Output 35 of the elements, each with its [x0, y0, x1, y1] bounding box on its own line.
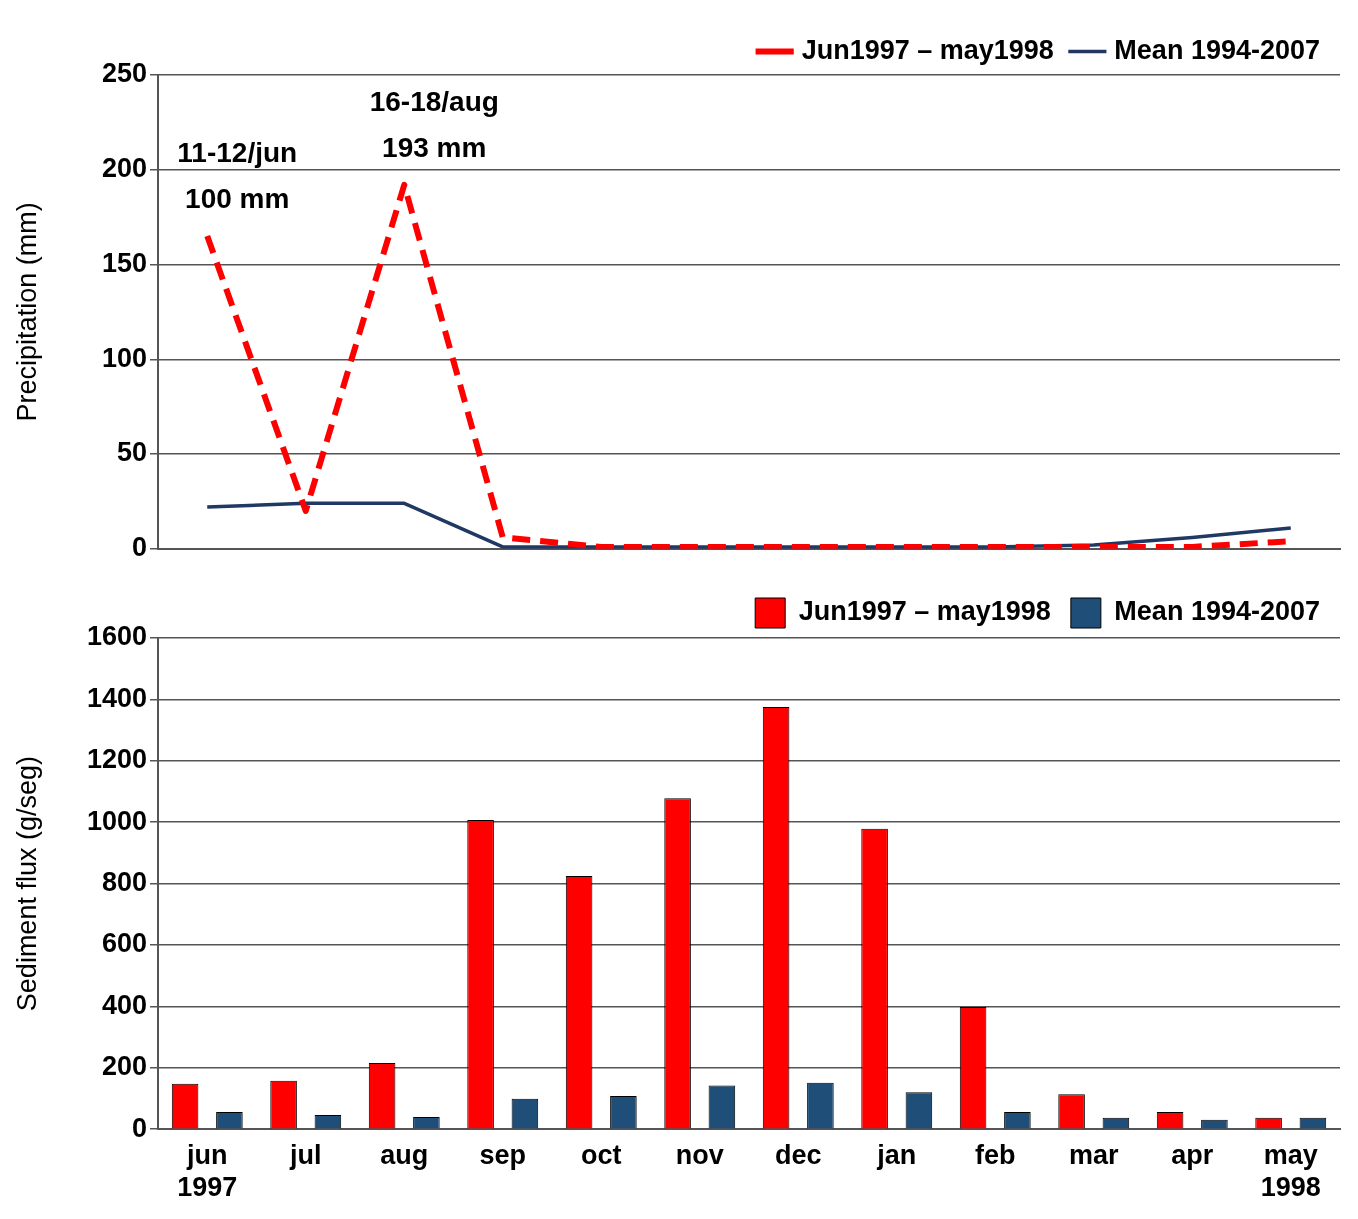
y-tick-label: 400	[101, 989, 147, 1020]
legend-label: Mean 1994-2007	[1114, 596, 1320, 627]
x-tick-label: oct	[581, 1139, 622, 1170]
x-tick-label: jul	[289, 1139, 322, 1170]
y-tick-label: 1200	[86, 744, 147, 775]
annotation: 16-18/aug 193 mm	[369, 85, 499, 163]
y-tick-label: 0	[131, 1112, 147, 1143]
x-tick-label: dec	[774, 1139, 822, 1170]
x-tick-label: jun 1997	[177, 1139, 238, 1203]
y-tick-label: 1000	[86, 805, 147, 836]
y-tick-label: 250	[101, 58, 147, 89]
x-tick-label: jan	[876, 1139, 917, 1170]
y-tick-label: 50	[116, 437, 147, 468]
x-tick-label: apr	[1171, 1139, 1214, 1170]
x-tick-label: may 1998	[1260, 1139, 1321, 1203]
y-tick-label: 800	[101, 867, 147, 898]
y-axis-title: Precipitation (mm)	[11, 202, 42, 422]
y-tick-label: 200	[101, 153, 147, 184]
y-tick-label: 0	[131, 532, 147, 563]
legend-label: Jun1997 – may1998	[801, 34, 1054, 65]
y-tick-label: 100	[101, 342, 147, 373]
legend-label: Mean 1994-2007	[1114, 34, 1320, 65]
y-tick-label: 600	[101, 928, 147, 959]
y-tick-label: 150	[101, 247, 147, 278]
x-tick-label: sep	[479, 1139, 527, 1170]
x-tick-label: mar	[1068, 1139, 1120, 1170]
y-tick-label: 1400	[86, 682, 147, 713]
y-tick-label: 1600	[86, 621, 147, 652]
annotation: 11-12/jun 100 mm	[177, 136, 298, 214]
y-axis-title: Sediment flux (g/seg)	[11, 756, 42, 1012]
x-tick-label: feb	[975, 1139, 1016, 1170]
legend-label: Jun1997 – may1998	[798, 596, 1051, 627]
x-tick-label: aug	[380, 1139, 429, 1170]
x-tick-label: nov	[675, 1139, 724, 1170]
y-tick-label: 200	[101, 1051, 147, 1082]
